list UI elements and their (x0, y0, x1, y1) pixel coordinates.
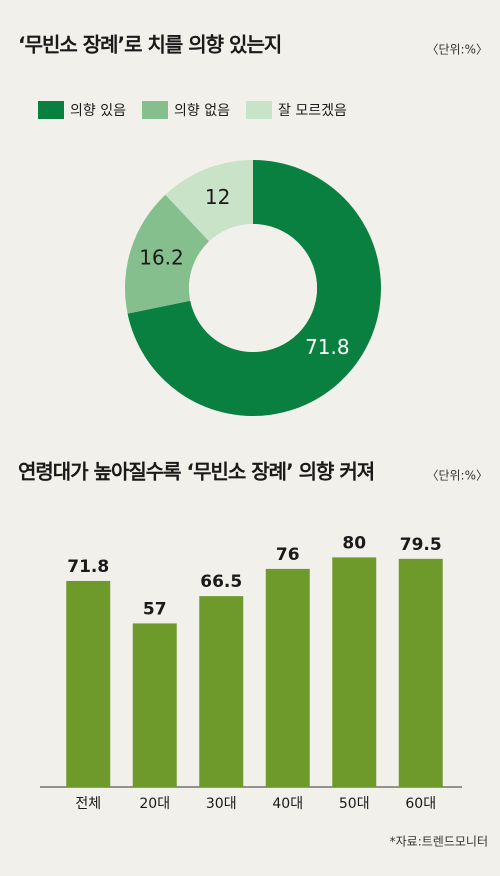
legend-label: 잘 모르겠음 (278, 103, 347, 119)
bar (66, 580, 111, 787)
legend-swatch (142, 101, 168, 119)
bar (199, 596, 244, 787)
bar (398, 558, 443, 787)
chart-title: 연령대가 높아질수록 ‘무빈소 장례’ 의향 커져 (18, 460, 374, 484)
x-tick-label: 50대 (339, 796, 370, 812)
donut-slice (127, 160, 382, 417)
donut-hole (189, 224, 317, 352)
data-label: 57 (143, 599, 167, 619)
data-label: 80 (342, 533, 366, 553)
x-tick-label: 30대 (206, 796, 237, 812)
legend-label: 의향 없음 (174, 103, 230, 119)
legend-label: 의향 있음 (70, 103, 126, 119)
bar (332, 557, 377, 787)
data-label: 76 (276, 545, 300, 565)
donut-slice (165, 160, 253, 242)
legend-swatch (246, 101, 272, 119)
data-label: 79.5 (400, 535, 442, 555)
data-label: 71.8 (305, 335, 350, 359)
data-label: 71.8 (67, 557, 109, 577)
data-label: 66.5 (200, 572, 242, 592)
legend-swatch (38, 101, 64, 119)
x-tick-label: 20대 (139, 796, 170, 812)
bar (265, 568, 310, 787)
donut-slice (125, 194, 210, 314)
source: *자료:트렌드모니터 (390, 835, 488, 849)
unit: 〈단위:%〉 (426, 469, 488, 483)
unit: 〈단위:%〉 (426, 43, 488, 57)
x-tick-label: 전체 (75, 796, 101, 812)
x-tick-label: 40대 (272, 796, 303, 812)
bar (132, 623, 177, 787)
data-label: 12 (205, 185, 230, 209)
chart-title: ‘무빈소 장례’로 치를 의향 있는지 (18, 33, 281, 57)
data-label: 16.2 (139, 245, 184, 269)
x-tick-label: 60대 (405, 796, 436, 812)
